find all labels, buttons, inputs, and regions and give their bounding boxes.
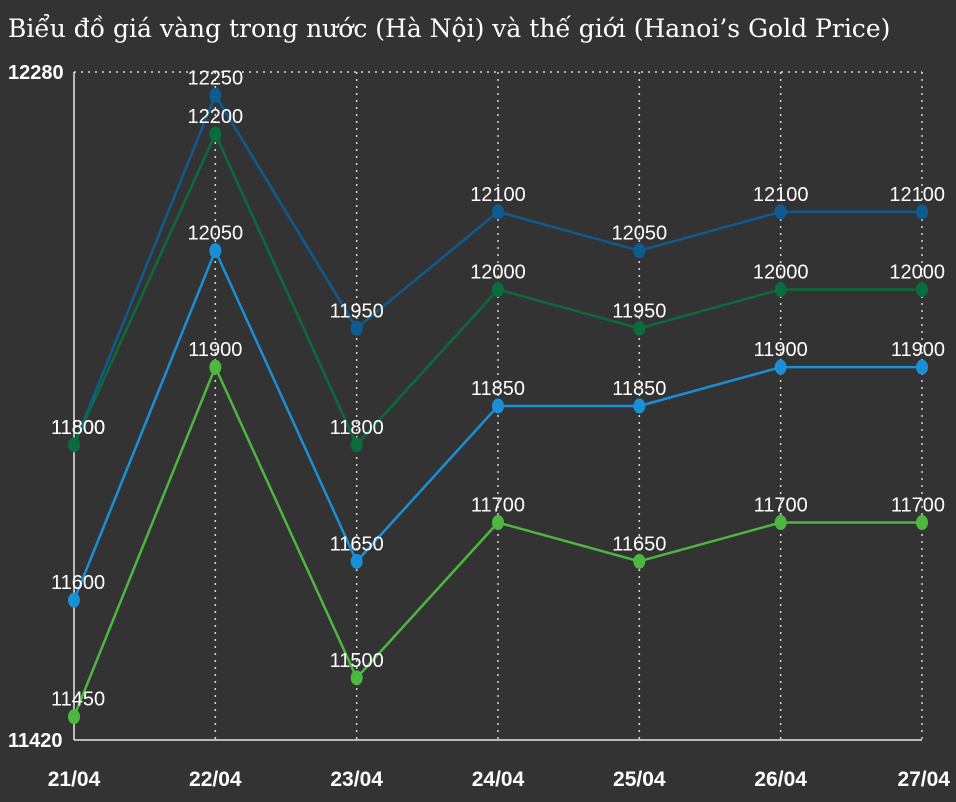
data-point	[209, 126, 222, 142]
data-label: 12050	[612, 223, 668, 245]
data-point	[68, 437, 80, 453]
data-label: 11800	[51, 417, 105, 439]
data-point	[633, 398, 646, 414]
data-label: 12250	[188, 67, 244, 89]
data-label: 12100	[889, 184, 945, 206]
data-label: 12000	[470, 261, 526, 283]
data-point	[774, 281, 787, 297]
data-label: 11650	[330, 533, 384, 555]
data-label: 11850	[471, 378, 525, 400]
data-label: 12050	[188, 223, 244, 245]
x-tick-label: 22/04	[189, 768, 242, 791]
data-label: 11800	[330, 417, 384, 439]
data-point	[774, 359, 787, 375]
x-tick-label: 27/04	[897, 768, 950, 791]
y-tick-label: 12280	[8, 62, 64, 84]
data-label: 11500	[330, 650, 384, 672]
data-point	[633, 243, 646, 259]
data-label: 11450	[51, 689, 105, 711]
data-point	[492, 281, 504, 297]
data-label: 12200	[188, 106, 244, 128]
data-label: 11900	[754, 339, 808, 361]
data-point	[916, 359, 928, 375]
x-tick-label: 25/04	[613, 768, 666, 791]
y-tick-label: 11420	[8, 730, 63, 752]
data-label: 12100	[470, 184, 526, 206]
data-label: 11650	[612, 533, 666, 555]
data-label: 11900	[891, 339, 945, 361]
data-point	[774, 515, 787, 531]
data-point	[350, 553, 363, 569]
data-label: 11850	[612, 378, 666, 400]
data-point	[209, 87, 222, 103]
data-point	[350, 670, 363, 686]
data-label: 11600	[51, 572, 105, 594]
data-label: 11800	[51, 417, 105, 439]
data-point	[916, 204, 928, 220]
x-tick-label: 21/04	[48, 768, 101, 791]
data-point	[916, 515, 928, 531]
x-tick-label: 24/04	[472, 768, 525, 791]
data-point	[633, 320, 646, 336]
data-point	[916, 281, 928, 297]
data-point	[209, 359, 222, 375]
x-tick-label: 26/04	[754, 768, 807, 791]
data-label: 12000	[753, 261, 809, 283]
data-point	[492, 515, 504, 531]
data-point	[350, 437, 363, 453]
chart-title: Biểu đồ giá vàng trong nước (Hà Nội) và …	[8, 14, 891, 43]
data-label: 11950	[612, 300, 666, 322]
data-point	[492, 204, 504, 220]
data-point	[774, 204, 787, 220]
data-label: 11950	[330, 300, 384, 322]
data-label: 12000	[889, 261, 945, 283]
x-tick-label: 23/04	[330, 768, 383, 791]
data-point	[492, 398, 504, 414]
data-label: 11700	[754, 495, 808, 517]
data-point	[68, 592, 80, 608]
data-point	[633, 553, 646, 569]
data-point	[209, 243, 222, 259]
data-label: 11700	[891, 495, 945, 517]
data-label: 11700	[471, 495, 525, 517]
data-label: 11900	[188, 339, 242, 361]
data-point	[350, 320, 363, 336]
data-label: 12100	[753, 184, 809, 206]
data-point	[68, 709, 80, 725]
